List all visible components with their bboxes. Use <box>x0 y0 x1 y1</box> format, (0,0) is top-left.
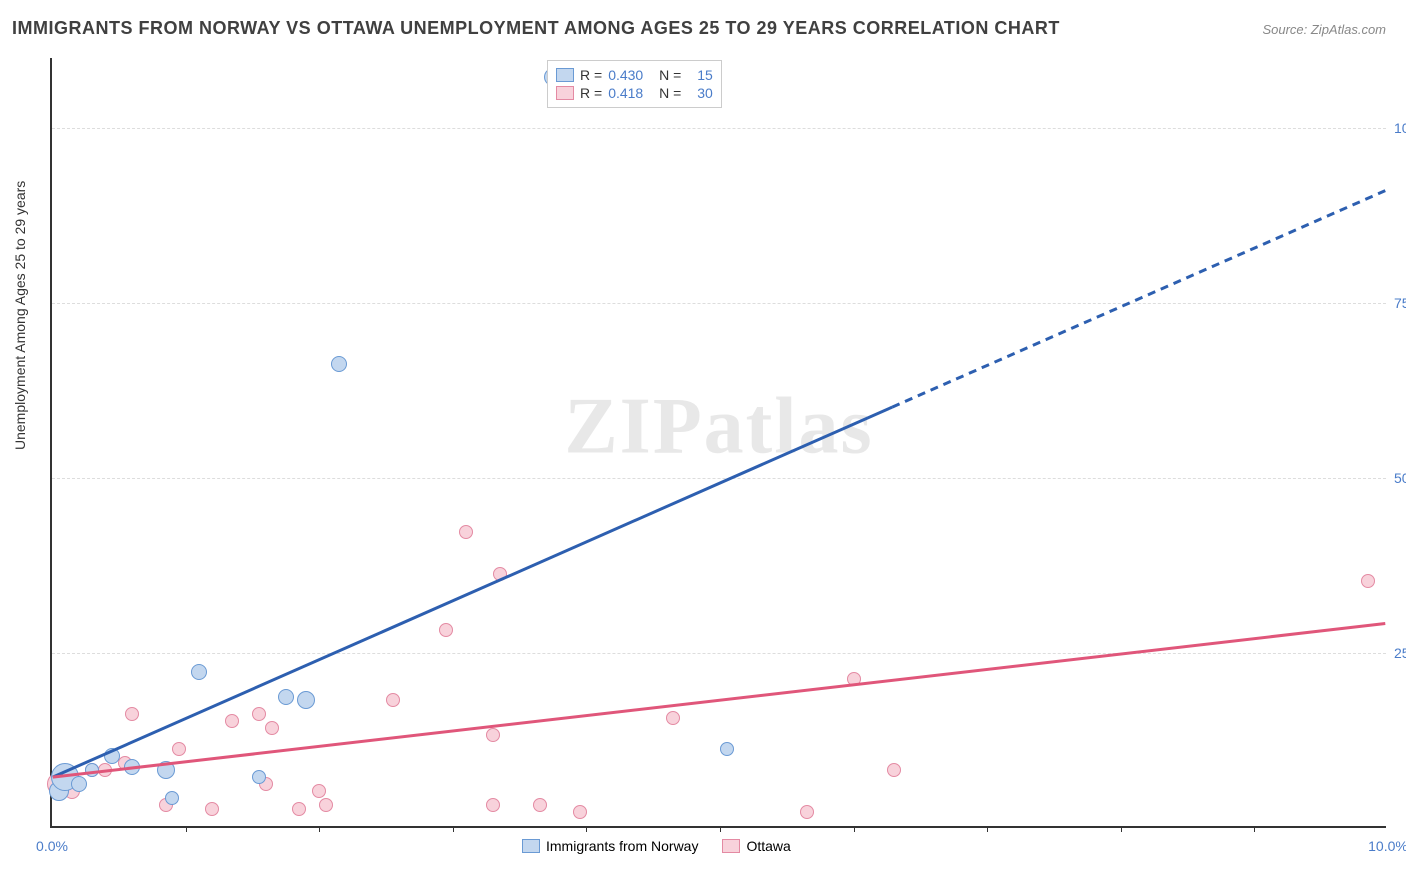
legend-item-blue: Immigrants from Norway <box>522 838 698 854</box>
legend-item-pink: Ottawa <box>722 838 790 854</box>
legend-row-blue: R = 0.430 N = 15 <box>556 67 713 83</box>
blue-swatch-icon <box>556 68 574 82</box>
pink-r-value: 0.418 <box>608 85 643 101</box>
legend-row-pink: R = 0.418 N = 30 <box>556 85 713 101</box>
chart-title: IMMIGRANTS FROM NORWAY VS OTTAWA UNEMPLO… <box>12 18 1060 39</box>
pink-swatch-icon <box>556 86 574 100</box>
blue-r-value: 0.430 <box>608 67 643 83</box>
n-label: N = <box>659 85 681 101</box>
pink-n-value: 30 <box>697 85 713 101</box>
pink-swatch-icon <box>722 839 740 853</box>
watermark-text: ZIPatlas <box>564 381 873 472</box>
pink-series-label: Ottawa <box>746 838 790 854</box>
y-axis-label: Unemployment Among Ages 25 to 29 years <box>12 181 28 450</box>
r-label: R = <box>580 85 602 101</box>
series-legend: Immigrants from Norway Ottawa <box>522 838 791 854</box>
r-label: R = <box>580 67 602 83</box>
blue-swatch-icon <box>522 839 540 853</box>
blue-series-label: Immigrants from Norway <box>546 838 698 854</box>
source-label: Source: ZipAtlas.com <box>1262 22 1386 37</box>
n-label: N = <box>659 67 681 83</box>
blue-n-value: 15 <box>697 67 713 83</box>
correlation-legend: R = 0.430 N = 15 R = 0.418 N = 30 <box>547 60 722 108</box>
chart-plot-area: ZIPatlas 25.0%50.0%75.0%100.0%0.0%10.0% … <box>50 58 1386 828</box>
